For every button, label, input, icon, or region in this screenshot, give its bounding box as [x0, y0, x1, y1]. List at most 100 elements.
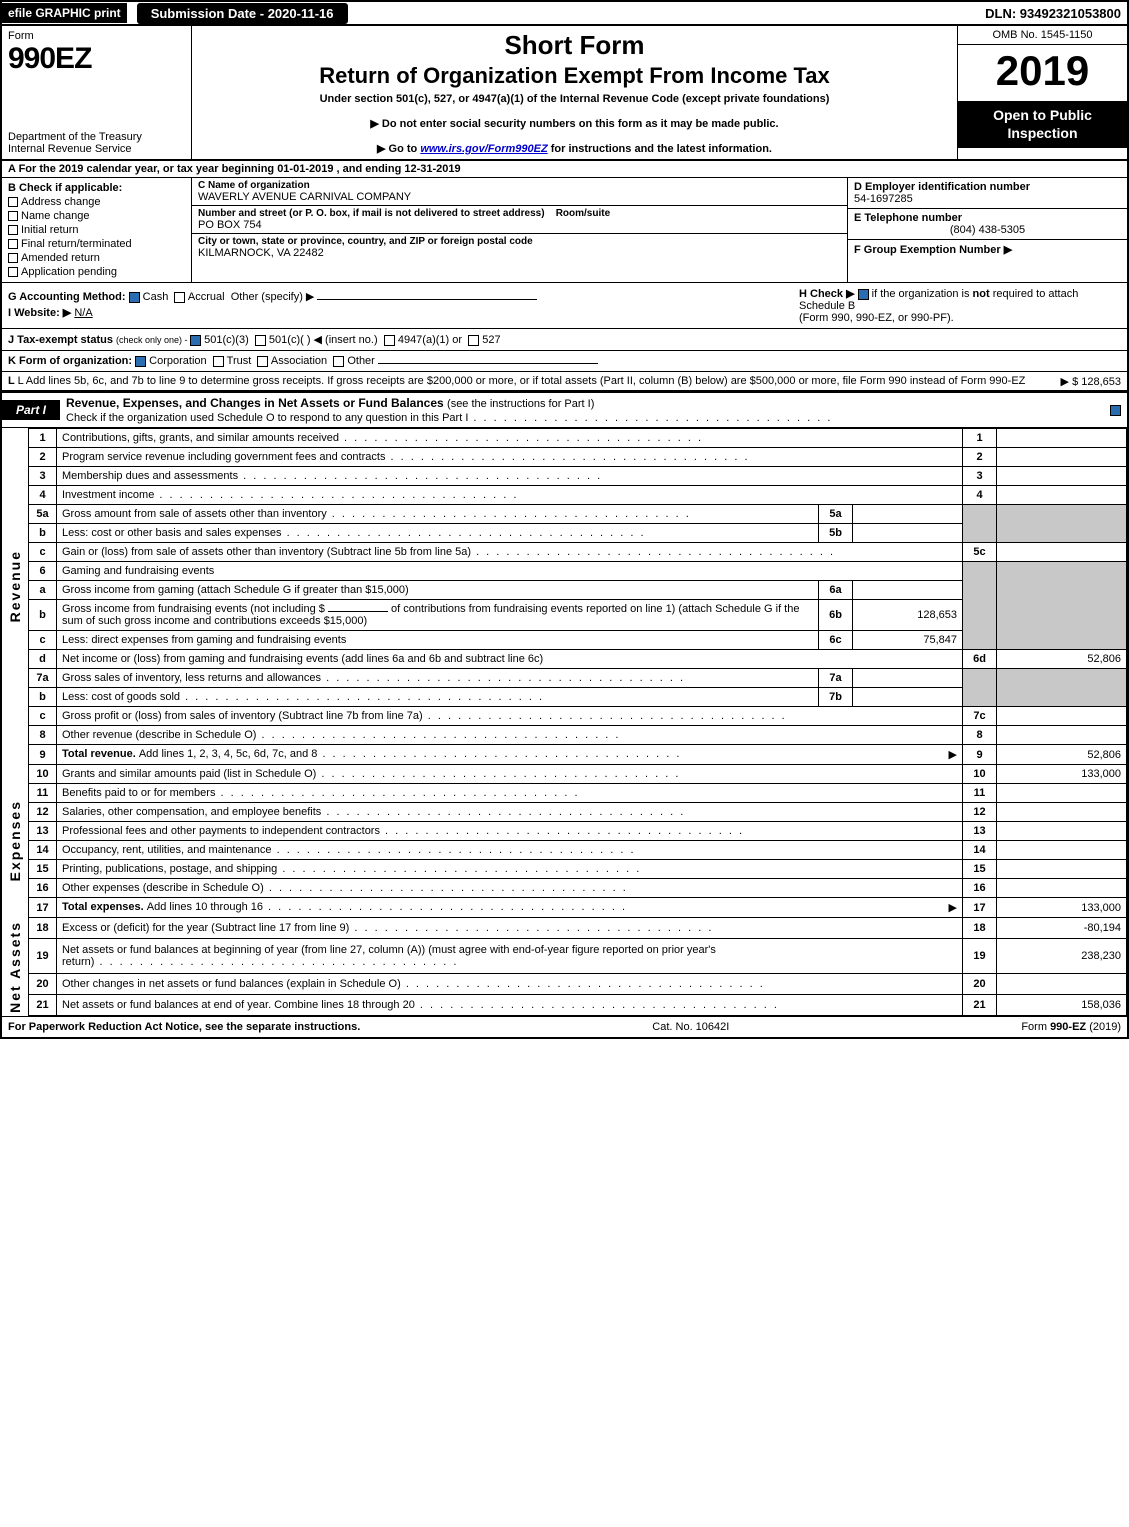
line-6d-amt: 52,806 — [997, 650, 1127, 669]
cb-corporation[interactable] — [135, 356, 146, 367]
cb-address-change[interactable]: Address change — [8, 196, 185, 208]
form-number: 990EZ — [8, 42, 185, 76]
cb-initial-return[interactable]: Initial return — [8, 224, 185, 236]
efile-button[interactable]: efile GRAPHIC print — [2, 3, 127, 23]
cb-application-pending[interactable]: Application pending — [8, 266, 185, 278]
cb-cash[interactable] — [129, 292, 140, 303]
cat-no: Cat. No. 10642I — [652, 1021, 729, 1033]
cb-final-return[interactable]: Final return/terminated — [8, 238, 185, 250]
line-10-desc: Grants and similar amounts paid (list in… — [57, 765, 963, 784]
line-6a-amt — [853, 581, 963, 600]
schedule-o-check[interactable] — [1110, 404, 1127, 416]
cb-association[interactable] — [257, 356, 268, 367]
page-footer: For Paperwork Reduction Act Notice, see … — [2, 1016, 1127, 1037]
cb-4947a1[interactable] — [384, 335, 395, 346]
line-15-amt — [997, 860, 1127, 879]
line-11-desc: Benefits paid to or for members — [57, 784, 963, 803]
cb-trust[interactable] — [213, 356, 224, 367]
line-7a-amt — [853, 669, 963, 688]
section-l-text: L Add lines 5b, 6c, and 7b to line 9 to … — [18, 375, 1026, 387]
website-label: I Website: ▶ — [8, 307, 71, 319]
revenue-side-label: Revenue — [2, 429, 29, 745]
omb-number: OMB No. 1545-1150 — [958, 26, 1127, 45]
line-12-desc: Salaries, other compensation, and employ… — [57, 803, 963, 822]
cb-schedule-b-not-required[interactable] — [858, 289, 869, 300]
org-addr: PO BOX 754 — [198, 219, 262, 231]
section-b-header: B Check if applicable: — [8, 182, 185, 194]
form-subtitle: Under section 501(c), 527, or 4947(a)(1)… — [198, 93, 951, 105]
other-org-input[interactable] — [378, 363, 598, 364]
line-6b-desc: Gross income from fundraising events (no… — [57, 600, 819, 631]
section-f: F Group Exemption Number ▶ — [848, 240, 1127, 259]
line-21-desc: Net assets or fund balances at end of ye… — [57, 994, 963, 1015]
line-5c-desc: Gain or (loss) from sale of assets other… — [57, 543, 963, 562]
room-label: Room/suite — [556, 208, 610, 219]
line-9-amt: 52,806 — [997, 745, 1127, 765]
cb-name-change[interactable]: Name change — [8, 210, 185, 222]
section-l: L L Add lines 5b, 6c, and 7b to line 9 t… — [2, 372, 1127, 391]
part-i-header: Part I Revenue, Expenses, and Changes in… — [2, 391, 1127, 428]
line-20-desc: Other changes in net assets or fund bala… — [57, 973, 963, 994]
line-6-desc: Gaming and fundraising events — [57, 562, 963, 581]
cb-other-org[interactable] — [333, 356, 344, 367]
dept-line1: Department of the Treasury — [8, 131, 185, 143]
line-6c-amt: 75,847 — [853, 631, 963, 650]
line-6c-desc: Less: direct expenses from gaming and fu… — [57, 631, 819, 650]
line-3-amt — [997, 467, 1127, 486]
org-addr-label: Number and street (or P. O. box, if mail… — [198, 208, 545, 219]
sections-d-e-f: D Employer identification number 54-1697… — [847, 178, 1127, 282]
top-bar: efile GRAPHIC print Submission Date - 20… — [2, 2, 1127, 26]
goto-note: ▶ Go to www.irs.gov/Form990EZ for instru… — [198, 142, 951, 155]
cb-501c[interactable] — [255, 335, 266, 346]
phone-value: (804) 438-5305 — [854, 224, 1121, 236]
ein-value: 54-1697285 — [854, 193, 913, 205]
line-18-amt: -80,194 — [997, 918, 1127, 939]
part-i-tag: Part I — [2, 400, 60, 420]
part-i-title: Revenue, Expenses, and Changes in Net As… — [60, 393, 838, 427]
ein-label: D Employer identification number — [854, 181, 1030, 193]
line-14-desc: Occupancy, rent, utilities, and maintena… — [57, 841, 963, 860]
ssn-warning: ▶ Do not enter social security numbers o… — [198, 117, 951, 130]
line-14-amt — [997, 841, 1127, 860]
line-11-amt — [997, 784, 1127, 803]
cb-amended-return[interactable]: Amended return — [8, 252, 185, 264]
form-word: Form — [8, 30, 185, 42]
line-7b-amt — [853, 688, 963, 707]
dln-label: DLN: 93492321053800 — [985, 6, 1127, 21]
cb-accrual[interactable] — [174, 292, 185, 303]
line-5a-amt — [853, 505, 963, 524]
line-10-amt: 133,000 — [997, 765, 1127, 784]
cb-501c3[interactable] — [190, 335, 201, 346]
paperwork-notice: For Paperwork Reduction Act Notice, see … — [8, 1021, 360, 1033]
cb-527[interactable] — [468, 335, 479, 346]
org-city: KILMARNOCK, VA 22482 — [198, 247, 324, 259]
header-right: OMB No. 1545-1150 2019 Open to Public In… — [957, 26, 1127, 159]
line-5b-amt — [853, 524, 963, 543]
form-of-org-label: K Form of organization: — [8, 355, 132, 367]
header-center: Short Form Return of Organization Exempt… — [192, 26, 957, 159]
section-d: D Employer identification number 54-1697… — [848, 178, 1127, 209]
form-header: Form 990EZ Department of the Treasury In… — [2, 26, 1127, 161]
irs-link[interactable]: www.irs.gov/Form990EZ — [420, 143, 547, 155]
sections-g-h: G Accounting Method: Cash Accrual Other … — [2, 283, 1127, 329]
line-5b-desc: Less: cost or other basis and sales expe… — [57, 524, 819, 543]
submission-date-badge: Submission Date - 2020-11-16 — [137, 3, 348, 24]
accounting-other-input[interactable] — [317, 299, 537, 300]
line-13-amt — [997, 822, 1127, 841]
org-city-label: City or town, state or province, country… — [198, 236, 533, 247]
expenses-side-label: Expenses — [2, 765, 29, 918]
line-17-desc: Total expenses. Add lines 10 through 16 … — [57, 898, 963, 918]
line-7a-desc: Gross sales of inventory, less returns a… — [57, 669, 819, 688]
line-19-desc: Net assets or fund balances at beginning… — [57, 939, 963, 973]
line-1-amt — [997, 429, 1127, 448]
form-ref: Form 990-EZ (2019) — [1021, 1021, 1121, 1033]
section-j: J Tax-exempt status (check only one) - 5… — [2, 329, 1127, 351]
line-18-desc: Excess or (deficit) for the year (Subtra… — [57, 918, 963, 939]
line-2-desc: Program service revenue including govern… — [57, 448, 963, 467]
section-h: H Check ▶ if the organization is not req… — [791, 287, 1121, 324]
dept-treasury: Department of the Treasury Internal Reve… — [8, 131, 185, 155]
part-i-table: Revenue 1 Contributions, gifts, grants, … — [2, 428, 1127, 1016]
section-c: C Name of organization WAVERLY AVENUE CA… — [192, 178, 847, 282]
line-6a-desc: Gross income from gaming (attach Schedul… — [57, 581, 819, 600]
short-form-title: Short Form — [198, 30, 951, 61]
